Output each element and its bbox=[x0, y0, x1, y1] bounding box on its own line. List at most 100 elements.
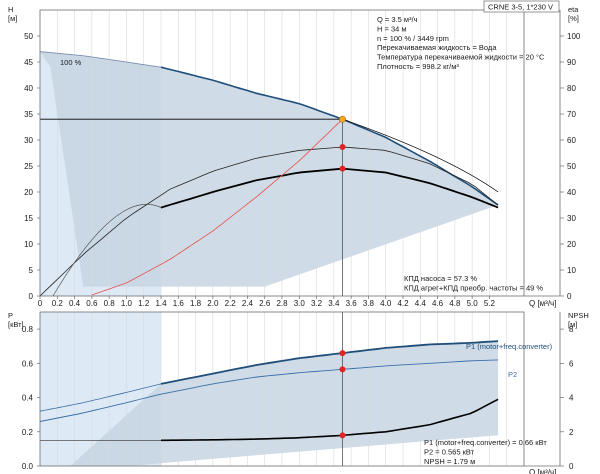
system-curve bbox=[91, 118, 343, 296]
npsh-tick-label: 0 bbox=[569, 462, 574, 471]
y-tick-label-left: 40 bbox=[24, 84, 33, 93]
y-tick-label-right: 30 bbox=[567, 214, 576, 223]
power-info-line: NPSH = 1.79 м bbox=[424, 457, 475, 466]
x-tick-label: 0.2 bbox=[52, 299, 64, 308]
chart-title: CRNE 3-5, 1*230 V bbox=[488, 3, 553, 12]
y-tick-label-left: 5 bbox=[29, 266, 34, 275]
x-tick-label: 2.6 bbox=[259, 299, 271, 308]
x-tick-label: 2.8 bbox=[276, 299, 288, 308]
x-tick-label: 0 bbox=[38, 299, 43, 308]
power-info-line: P1 (motor+freq.converter) = 0.66 кВт bbox=[424, 438, 547, 447]
y-tick-label-right: 100 bbox=[567, 32, 581, 41]
x-tick-label: 2.4 bbox=[242, 299, 254, 308]
power-tick-label: 0.0 bbox=[22, 462, 34, 471]
npsh-tick-label: 8 bbox=[569, 325, 574, 334]
power-tick-label: 0.6 bbox=[22, 359, 34, 368]
total-efficiency-curve bbox=[160, 167, 499, 209]
x-tick-label: 1.8 bbox=[190, 299, 202, 308]
total-efficiency-low-flow bbox=[52, 203, 162, 297]
y-tick-label-left: 10 bbox=[24, 240, 33, 249]
duty-point-markers bbox=[339, 115, 346, 439]
power-info-line: P2 = 0.565 кВт bbox=[424, 447, 475, 456]
x-tick-label: 1.6 bbox=[173, 299, 185, 308]
x-axis-unit: Q [м³/ч] bbox=[529, 299, 556, 308]
y-tick-label-left: 20 bbox=[24, 188, 33, 197]
x-tick-label: 1.2 bbox=[138, 299, 150, 308]
x-axis-unit-lower: Q [м³/ч] bbox=[529, 468, 556, 474]
duty-point-p2 bbox=[339, 366, 346, 373]
curves bbox=[39, 51, 499, 466]
duty-point-total-efficiency bbox=[339, 165, 346, 172]
power-tick-label: 0.4 bbox=[22, 394, 34, 403]
duty-point-head bbox=[339, 115, 346, 123]
pump-efficiency-curve bbox=[39, 146, 499, 297]
x-tick-label: 2.2 bbox=[225, 299, 237, 308]
npsh-axis-label: [м] bbox=[568, 320, 577, 329]
y-tick-label-right: 70 bbox=[567, 110, 576, 119]
power-tick-label: 0.2 bbox=[22, 428, 34, 437]
y-tick-label-left: 15 bbox=[24, 214, 33, 223]
p1-legend-label: P1 (motor+freq.converter) bbox=[466, 342, 553, 351]
x-tick-label: 0.4 bbox=[69, 299, 81, 308]
head-axis-label: [м] bbox=[8, 14, 17, 23]
y-tick-label-right: 90 bbox=[567, 58, 576, 67]
duty-info-line: Q = 3.5 м³/ч bbox=[377, 15, 418, 24]
head-curve-low-flow bbox=[39, 51, 162, 68]
x-tick-label: 3.6 bbox=[346, 299, 358, 308]
y-tick-label-right: 0 bbox=[567, 292, 572, 301]
x-tick-label: 1.0 bbox=[121, 299, 133, 308]
duty-info-line: n = 100 % / 3449 rpm bbox=[377, 34, 449, 43]
power-axis-label: [кВт] bbox=[8, 320, 24, 329]
duty-info-line: Температура перекачиваемой жидкости = 20… bbox=[377, 53, 545, 62]
power-tick-label: 0.8 bbox=[22, 325, 34, 334]
x-tick-label: 3.0 bbox=[294, 299, 306, 308]
x-tick-label: 4.4 bbox=[415, 299, 427, 308]
x-tick-label: 4.6 bbox=[432, 299, 444, 308]
max-curve bbox=[342, 118, 499, 193]
x-tick-label: 2.0 bbox=[207, 299, 219, 308]
duty-info-line: H = 34 м bbox=[377, 24, 407, 33]
tick-labels: 0 0.2 0.4 0.6 0.8 1.0 1.2 1.4 1.6 1.8 2.0 2.2 2.4 2.6… bbox=[8, 5, 589, 474]
x-tick-label: 5.2 bbox=[484, 299, 496, 308]
efficiency-axis-label: [%] bbox=[568, 14, 579, 23]
y-tick-label-right: 50 bbox=[567, 162, 576, 171]
y-tick-label-left: 30 bbox=[24, 136, 33, 145]
p1-curve-low-flow bbox=[39, 383, 162, 412]
y-tick-label-left: 45 bbox=[24, 58, 33, 67]
y-tick-label-right: 80 bbox=[567, 84, 576, 93]
head-curve bbox=[160, 66, 499, 206]
head-axis-label: H bbox=[8, 5, 13, 14]
y-tick-label-left: 0 bbox=[29, 292, 34, 301]
efficiency-info-line: КПД насоса = 57.3 % bbox=[404, 274, 477, 283]
x-tick-label: 4.8 bbox=[449, 299, 461, 308]
operating-range-region bbox=[40, 51, 499, 287]
title-box bbox=[483, 0, 560, 13]
efficiency-axis-label: eta bbox=[568, 5, 579, 14]
npsh-tick-label: 6 bbox=[569, 359, 574, 368]
x-tick-label: 4.2 bbox=[397, 299, 409, 308]
duty-info-line: Плотность = 998.2 кг/м³ bbox=[377, 62, 459, 71]
x-tick-label: 3.2 bbox=[311, 299, 323, 308]
y-tick-label-right: 60 bbox=[567, 136, 576, 145]
y-tick-label-left: 25 bbox=[24, 162, 33, 171]
p2-curve bbox=[39, 359, 499, 422]
x-tick-label: 4.0 bbox=[380, 299, 392, 308]
p1-curve bbox=[160, 340, 499, 385]
operating-range-shading bbox=[40, 51, 499, 466]
duty-point-npsh bbox=[339, 432, 346, 439]
x-tick-label: 3.4 bbox=[328, 299, 340, 308]
duty-point-p1 bbox=[339, 350, 346, 357]
x-tick-label: 0.6 bbox=[86, 299, 98, 308]
y-tick-label-left: 35 bbox=[24, 110, 33, 119]
duty-info-line: Перекачиваемая жидкость = Вода bbox=[377, 43, 497, 52]
npsh-axis-label: NPSH bbox=[568, 311, 589, 320]
x-tick-label: 5.0 bbox=[467, 299, 479, 308]
power-axis-label: P bbox=[8, 311, 13, 320]
y-tick-label-left: 50 bbox=[24, 32, 33, 41]
npsh-tick-label: 2 bbox=[569, 428, 574, 437]
x-tick-label: 1.4 bbox=[155, 299, 167, 308]
y-tick-label-right: 10 bbox=[567, 266, 576, 275]
lower-plot-frame bbox=[39, 311, 525, 467]
speed-label: 100 % bbox=[60, 58, 82, 67]
p2-legend-label: P2 bbox=[508, 370, 517, 379]
